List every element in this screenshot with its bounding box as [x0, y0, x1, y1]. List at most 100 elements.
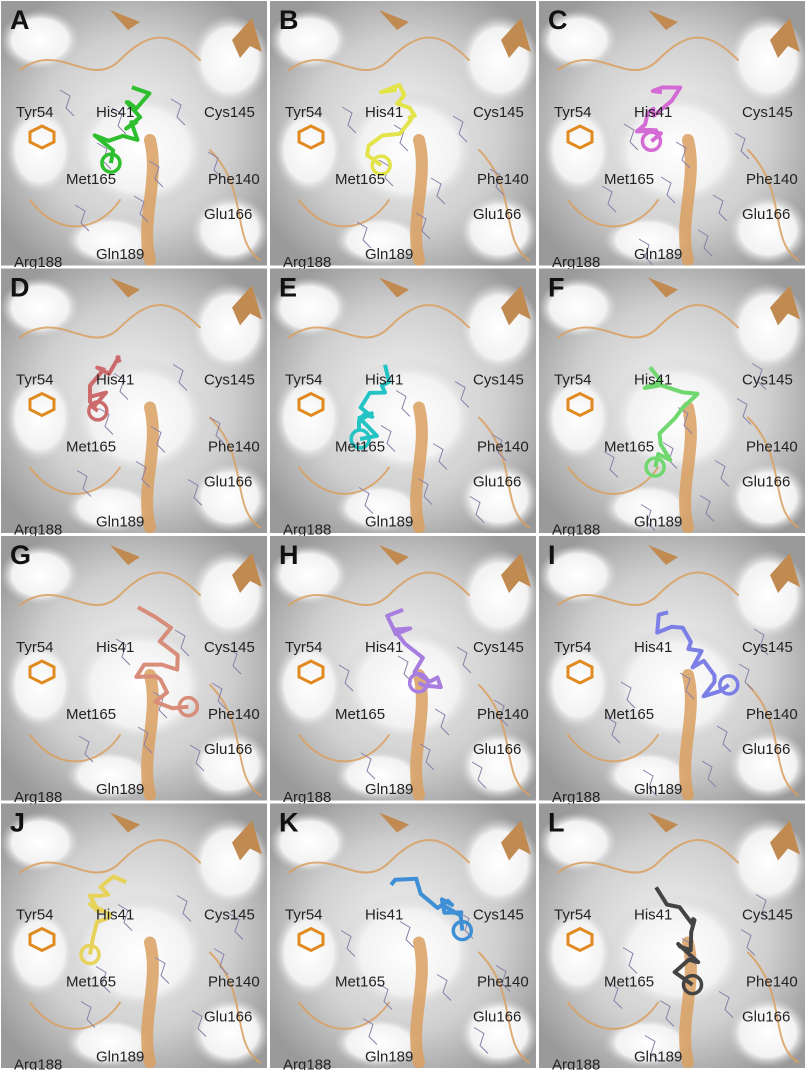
residue-label: Phe140: [477, 973, 529, 990]
residue-label: Arg188: [14, 254, 62, 271]
panel: GTyr54His41Cys145Phe140Met165Glu166Arg18…: [0, 535, 270, 806]
panel-letter: I: [548, 540, 556, 570]
residue-label: Phe140: [208, 706, 260, 723]
residue-label: Met165: [66, 171, 116, 188]
pocket: [70, 90, 210, 210]
panel-letter: F: [548, 273, 565, 303]
residue-label: Glu166: [742, 206, 790, 223]
residue-label: Arg188: [283, 521, 331, 538]
residue-label: Met165: [604, 171, 654, 188]
residue-label: Tyr54: [285, 639, 323, 656]
residue-label: Tyr54: [285, 371, 323, 388]
residue-label: His41: [96, 371, 134, 388]
residue-label: His41: [365, 371, 403, 388]
residue-label: Arg188: [283, 789, 331, 806]
residue-label: Arg188: [14, 521, 62, 538]
residue-label: Gln189: [365, 246, 413, 263]
panel-image: [538, 268, 808, 536]
residue-label: Glu166: [204, 1008, 252, 1025]
ribbon: [416, 408, 422, 528]
residue-label: Met165: [66, 973, 116, 990]
residue-label: Gln189: [365, 513, 413, 530]
residue-label: Met165: [604, 438, 654, 455]
residue-label: Cys145: [742, 906, 793, 923]
residue-label: Tyr54: [554, 104, 592, 121]
panel-image: [269, 268, 539, 536]
pocket: [190, 15, 270, 105]
residue-label: Cys145: [473, 639, 524, 656]
pocket: [608, 90, 748, 210]
residue-label: Glu166: [204, 741, 252, 758]
residue-label: Cys145: [473, 906, 524, 923]
residue-label: Met165: [335, 973, 385, 990]
panel: KTyr54His41Cys145Phe140Met165Glu166Arg18…: [269, 803, 539, 1070]
pocket: [728, 283, 808, 373]
residue-label: Cys145: [204, 104, 255, 121]
panel-image: [0, 0, 270, 268]
panel-letter: H: [279, 540, 299, 570]
pocket: [608, 893, 748, 1013]
pocket: [728, 15, 808, 105]
residue-label: Met165: [604, 706, 654, 723]
pocket: [728, 550, 808, 640]
residue-label: Arg188: [552, 521, 600, 538]
residue-label: His41: [634, 104, 672, 121]
residue-label: Gln189: [96, 781, 144, 798]
residue-label: Tyr54: [16, 639, 54, 656]
residue-label: Phe140: [746, 438, 798, 455]
panel-letter: B: [279, 5, 299, 35]
residue-label: Tyr54: [554, 906, 592, 923]
residue-label: Glu166: [473, 206, 521, 223]
panel-image: [0, 803, 270, 1070]
residue-label: Cys145: [742, 639, 793, 656]
residue-label: Tyr54: [16, 906, 54, 923]
residue-label: Cys145: [742, 371, 793, 388]
pocket: [459, 283, 539, 373]
ribbon: [147, 943, 153, 1063]
residue-label: Phe140: [477, 438, 529, 455]
panel-image: [0, 268, 270, 536]
pocket: [70, 625, 210, 745]
residue-label: Phe140: [208, 171, 260, 188]
residue-label: Arg188: [552, 254, 600, 271]
panel: ITyr54His41Cys145Phe140Met165Glu166Arg18…: [538, 535, 808, 806]
panel: ATyr54His41Cys145Phe140Met165Glu166Arg18…: [0, 0, 270, 271]
residue-label: His41: [96, 906, 134, 923]
ribbon: [416, 943, 422, 1063]
panel-image: [538, 535, 808, 803]
residue-label: Gln189: [96, 246, 144, 263]
residue-label: His41: [634, 639, 672, 656]
residue-label: His41: [365, 104, 403, 121]
ribbon: [147, 675, 153, 795]
residue-label: Phe140: [746, 973, 798, 990]
residue-label: His41: [365, 906, 403, 923]
residue-label: His41: [365, 639, 403, 656]
residue-label: Glu166: [742, 741, 790, 758]
residue-label: Glu166: [204, 473, 252, 490]
residue-label: Glu166: [473, 741, 521, 758]
residue-label: Met165: [66, 706, 116, 723]
residue-label: Gln189: [634, 1048, 682, 1065]
residue-label: Glu166: [742, 473, 790, 490]
panel-image: [0, 535, 270, 803]
panel-image: [269, 535, 539, 803]
panel-letter: K: [279, 808, 299, 838]
ribbon: [685, 408, 691, 528]
pocket: [190, 550, 270, 640]
panel-letter: E: [279, 273, 297, 303]
ribbon: [685, 140, 691, 260]
residue-label: Tyr54: [554, 639, 592, 656]
panel-letter: L: [548, 808, 565, 838]
residue-label: Met165: [604, 973, 654, 990]
residue-label: His41: [634, 371, 672, 388]
pocket: [728, 818, 808, 908]
ribbon: [416, 140, 422, 260]
panel-letter: D: [10, 273, 30, 303]
residue-label: Tyr54: [16, 371, 54, 388]
pocket: [459, 818, 539, 908]
residue-label: Glu166: [473, 1008, 521, 1025]
residue-label: Tyr54: [285, 104, 323, 121]
panel-image: [269, 0, 539, 268]
panel: ETyr54His41Cys145Phe140Met165Glu166Arg18…: [269, 268, 539, 539]
